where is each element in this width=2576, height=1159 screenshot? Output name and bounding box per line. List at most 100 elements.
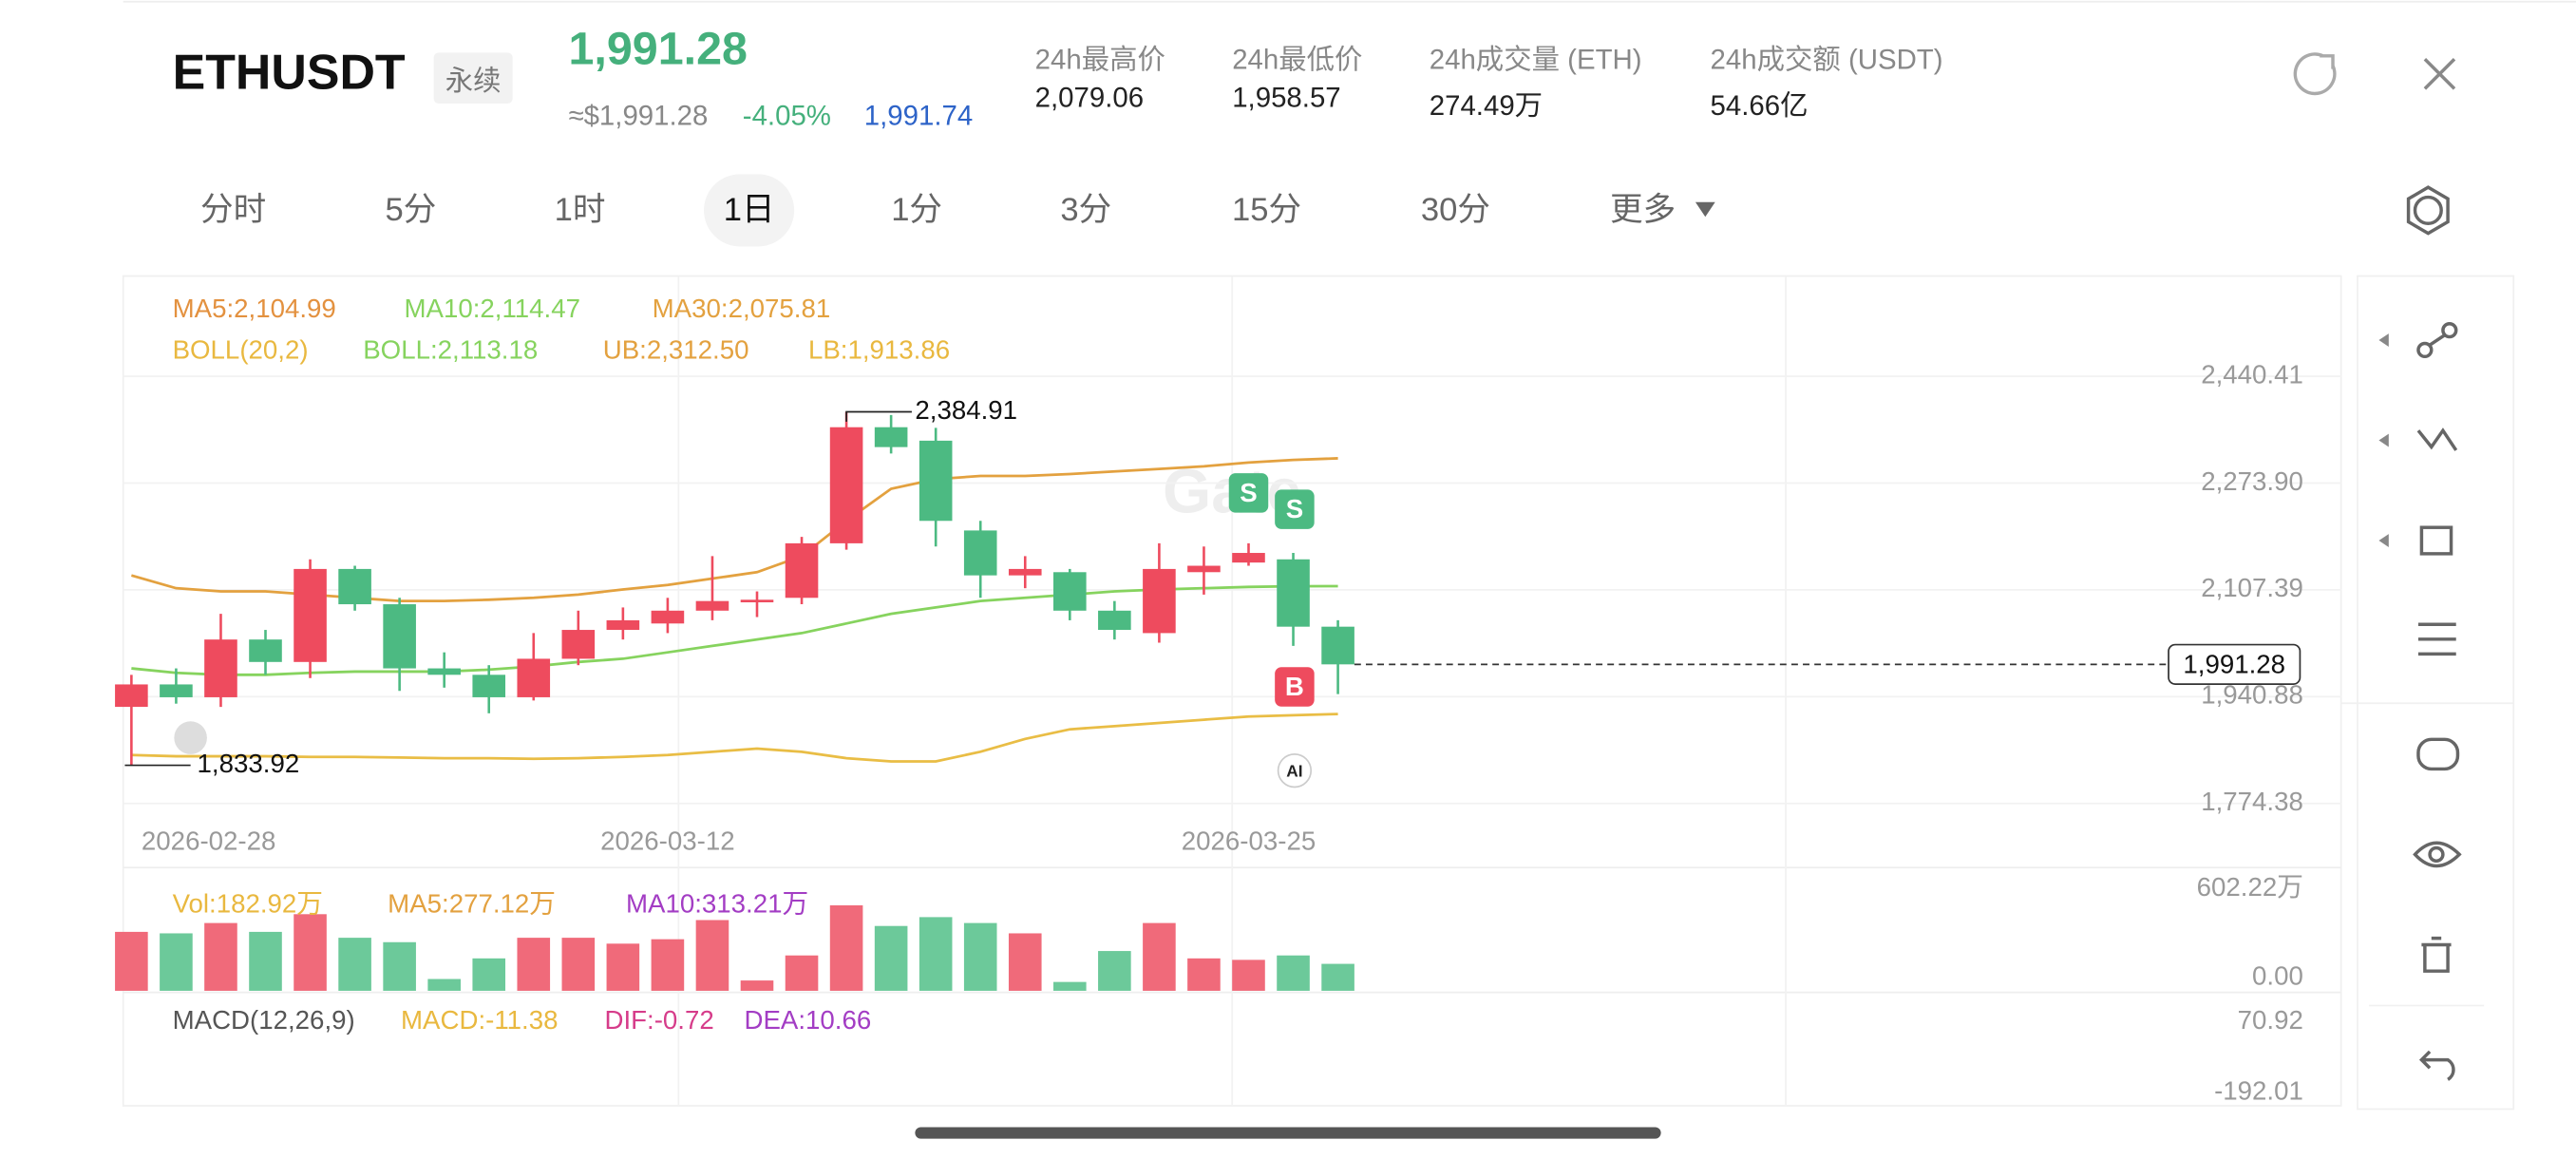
volume-bar (1321, 963, 1354, 991)
usd-price: ≈$1,991.28 (568, 100, 709, 132)
macd-legend: DIF:-0.72 (604, 1005, 713, 1035)
x-tick-label: 2026-03-12 (600, 826, 734, 856)
logo-badge (174, 721, 207, 754)
icon[interactable] (2416, 341, 2434, 359)
volume-bar (427, 978, 461, 991)
candle-body (1143, 568, 1176, 634)
legend-item: MA10:2,114.47 (404, 294, 580, 323)
legend-item: BOLL(20,2) (173, 334, 309, 364)
stat-value: 54.66亿 (1710, 90, 1809, 122)
volume-bar (115, 931, 148, 991)
high-label: 2,384.91 (915, 395, 1017, 425)
volume-legend: MA5:277.12万 (388, 888, 556, 918)
candle-body (785, 542, 819, 598)
candle-body (829, 427, 863, 543)
tab[interactable]: 1时 (554, 192, 606, 229)
tab[interactable]: 30分 (1420, 192, 1490, 229)
macd-legend: MACD:-11.38 (401, 1005, 558, 1035)
volume-bar (1143, 922, 1176, 991)
candle-body (1277, 559, 1310, 627)
last-price-box (2168, 643, 2301, 685)
legend-item: LB:1,913.86 (808, 334, 950, 364)
legend-item: MA5:2,104.99 (173, 294, 336, 323)
volume-bar (204, 922, 237, 991)
tab[interactable]: 1日 (704, 174, 795, 247)
macd-legend: MACD(12,26,9) (173, 1005, 355, 1035)
icon[interactable] (2413, 841, 2462, 868)
candle-body (338, 568, 371, 605)
band-line (131, 584, 1338, 676)
band-line (130, 457, 1338, 603)
stat-label: 24h成交量 (ETH) (1429, 44, 1642, 76)
volume-bar (874, 925, 908, 991)
volume-bar (740, 980, 774, 991)
trade-marker (1228, 473, 1269, 513)
volume-bar (963, 922, 997, 991)
close-icon[interactable] (2423, 58, 2456, 90)
icon[interactable] (2416, 428, 2458, 451)
volume-bar (829, 904, 863, 991)
volume-legend: Vol:182.92万 (173, 888, 323, 918)
tab[interactable]: 1分 (891, 192, 943, 229)
share-icon[interactable] (2293, 52, 2337, 96)
candle-body (1232, 553, 1265, 563)
tab[interactable]: 15分 (1231, 192, 1302, 229)
candle-body (427, 668, 461, 675)
x-tick-label: 2026-03-25 (1182, 826, 1316, 856)
tab[interactable]: 5分 (385, 192, 437, 229)
volume-bar (1008, 933, 1042, 991)
volume-bar (561, 938, 596, 991)
volume-bar (606, 943, 640, 991)
toolbar (2357, 275, 2515, 1111)
candle-body (606, 619, 640, 631)
volume-bar (517, 938, 551, 991)
volume-tick-label: 0.00 (2252, 960, 2303, 990)
candle-body (1053, 572, 1087, 611)
high-pointer (845, 410, 912, 422)
candle-body (383, 604, 416, 669)
candle-body (919, 440, 953, 522)
stat-value: 274.49万 (1429, 90, 1544, 122)
tag: 永续 (433, 52, 513, 104)
candle-body (517, 658, 551, 697)
tab[interactable]: 分时 (200, 192, 267, 229)
candle-body (1321, 626, 1354, 665)
stat-label: 24h成交额 (USDT) (1710, 44, 1943, 76)
icon[interactable] (2418, 1050, 2455, 1081)
volume-bar (383, 941, 416, 991)
settings-icon[interactable] (2413, 195, 2443, 225)
icon[interactable] (2421, 936, 2452, 973)
stat-value: 2,079.06 (1034, 82, 1145, 114)
x-tick-label: 2026-02-28 (142, 826, 275, 856)
volume-bar (1232, 960, 1265, 991)
candle-body (1008, 568, 1042, 576)
macd-legend: DEA:10.66 (745, 1005, 872, 1035)
icon[interactable] (2416, 737, 2460, 771)
volume-bar (338, 938, 371, 991)
stat-label: 24h最低价 (1232, 44, 1363, 76)
y-tick-label: 2,107.39 (2201, 573, 2303, 602)
volume-bar (1277, 955, 1310, 991)
trade-marker-label: B (1285, 672, 1304, 701)
legend-item: MA30:2,075.81 (653, 294, 831, 323)
tab[interactable]: 3分 (1060, 192, 1112, 229)
low-label: 1,833.92 (198, 749, 300, 778)
volume-bar (294, 914, 327, 991)
volume-bar (1053, 981, 1087, 991)
volume-legend: MA10:313.21万 (626, 888, 808, 918)
home-indicator (915, 1127, 1661, 1139)
volume-bar (249, 931, 282, 991)
legend-item: BOLL:2,113.18 (363, 334, 538, 364)
candle-body (963, 530, 997, 576)
volume-bar (651, 939, 685, 991)
toolbar-icons (2293, 52, 2462, 1081)
trade-marker (1275, 667, 1315, 707)
candle-body (294, 568, 327, 662)
tab[interactable]: 更多 (1610, 192, 1676, 229)
macd-tick-label: -192.01 (2214, 1075, 2303, 1105)
icon[interactable] (2419, 525, 2453, 556)
candle-body (204, 639, 237, 697)
index-price: 1,991.74 (863, 100, 974, 132)
